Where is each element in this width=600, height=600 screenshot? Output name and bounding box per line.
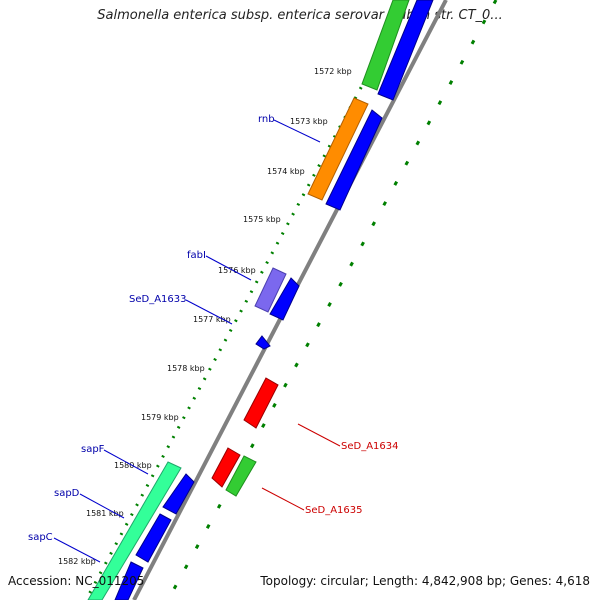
gene-feature-blue-fabI[interactable] bbox=[269, 277, 300, 321]
gene-label-sapF[interactable]: sapF bbox=[81, 444, 105, 455]
leader-rnb bbox=[273, 119, 321, 143]
ruler-tick-label: 1577 kbp bbox=[193, 315, 231, 324]
gene-feature-fabI[interactable] bbox=[254, 267, 287, 313]
gene-label-sapC[interactable]: sapC bbox=[28, 532, 53, 543]
gene-feature-sapF[interactable] bbox=[162, 473, 195, 515]
genome-summary-text: Topology: circular; Length: 4,842,908 bp… bbox=[260, 574, 590, 588]
gene-feature-SeD_A1635[interactable] bbox=[225, 455, 257, 497]
ruler-tick-label: 1576 kbp bbox=[218, 266, 256, 275]
accession-text: Accession: NC_011205 bbox=[8, 574, 145, 588]
gene-feature-blue-arrow[interactable] bbox=[325, 109, 383, 211]
leader-sapF bbox=[103, 449, 149, 475]
gene-label-SeD_A1634[interactable]: SeD_A1634 bbox=[341, 441, 399, 452]
ruler-tick-label: 1582 kbp bbox=[58, 557, 96, 566]
gene-labels: rnb fabI SeD_A1633 sapF sapD sapC SeD_A1… bbox=[28, 114, 399, 543]
leader-sapD bbox=[79, 493, 125, 519]
gene-feature-red-lower[interactable] bbox=[211, 447, 241, 488]
gene-features bbox=[87, 0, 434, 600]
ruler-tick-label: 1581 kbp bbox=[86, 509, 124, 518]
gene-label-leaders bbox=[53, 119, 341, 563]
gene-label-SeD_A1633[interactable]: SeD_A1633 bbox=[129, 294, 187, 305]
leader-SeD_A1634 bbox=[297, 423, 341, 447]
gene-feature-green[interactable] bbox=[361, 0, 410, 91]
leader-fabI bbox=[205, 255, 252, 281]
leader-sapC bbox=[53, 537, 101, 563]
gene-feature-rnb[interactable] bbox=[307, 97, 369, 201]
leader-SeD_A1635 bbox=[261, 487, 305, 511]
gene-label-rnb[interactable]: rnb bbox=[258, 114, 275, 125]
leader-SeD_A1633 bbox=[185, 299, 233, 325]
gene-feature-sapD[interactable] bbox=[135, 513, 172, 563]
gene-feature-SeD_A1633[interactable] bbox=[255, 335, 271, 350]
gene-feature-SeD_A1634[interactable] bbox=[243, 377, 279, 429]
ruler-tick-label: 1573 kbp bbox=[290, 117, 328, 126]
gene-label-sapD[interactable]: sapD bbox=[54, 488, 80, 499]
gene-label-fabI[interactable]: fabI bbox=[187, 250, 206, 261]
ruler-tick-label: 1578 kbp bbox=[167, 364, 205, 373]
gene-feature-sap-teal[interactable] bbox=[87, 461, 182, 600]
ruler-tick-label: 1574 kbp bbox=[267, 167, 305, 176]
gene-label-SeD_A1635[interactable]: SeD_A1635 bbox=[305, 505, 363, 516]
ruler-labels: 1572 kbp 1573 kbp 1574 kbp 1575 kbp 1576… bbox=[58, 67, 352, 566]
gene-feature-blue[interactable] bbox=[377, 0, 434, 101]
ruler-tick-label: 1575 kbp bbox=[243, 215, 281, 224]
gene-feature-sapC[interactable] bbox=[114, 561, 144, 600]
ruler-tick-label: 1572 kbp bbox=[314, 67, 352, 76]
ruler-tick-label: 1579 kbp bbox=[141, 413, 179, 422]
